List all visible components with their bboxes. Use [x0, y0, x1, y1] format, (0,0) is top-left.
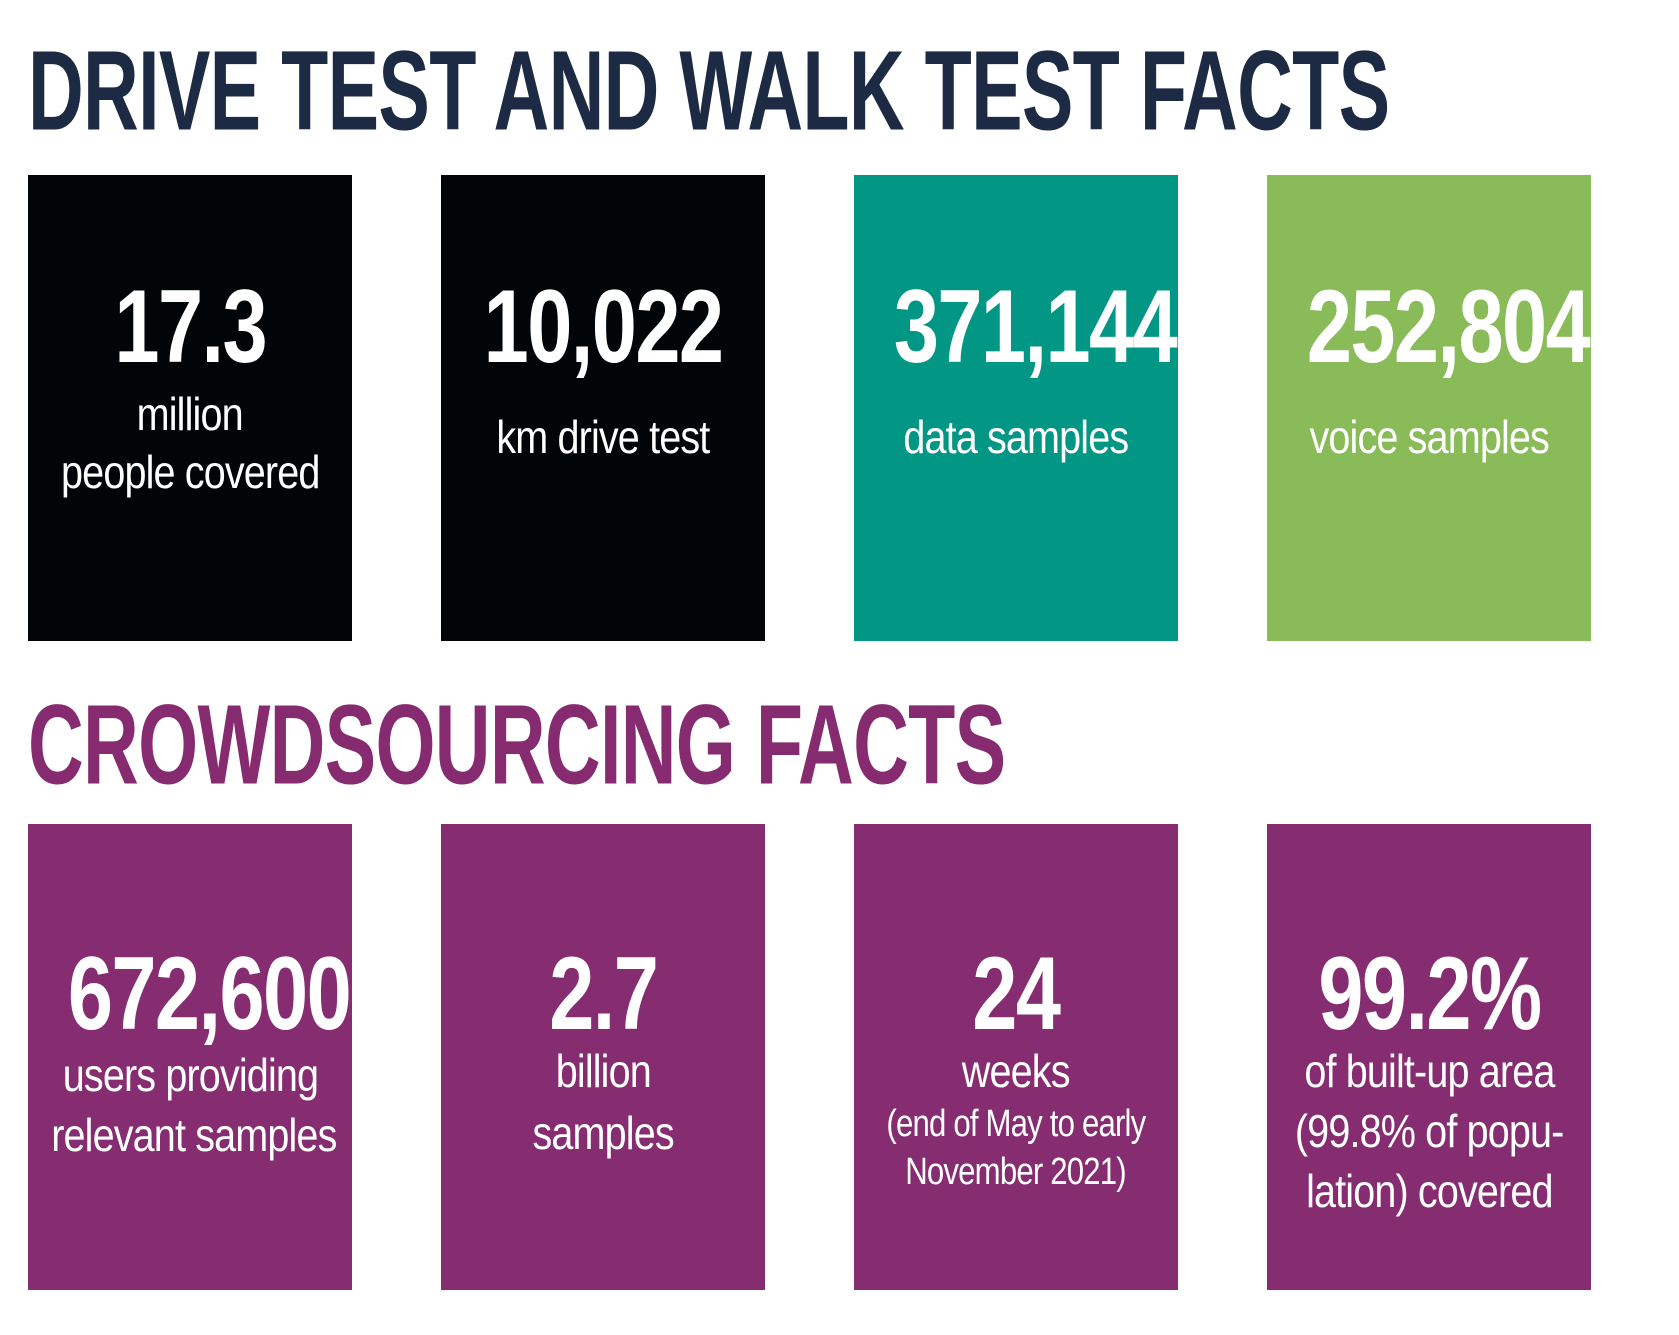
- fact-label: lation) covered: [1305, 1165, 1553, 1217]
- fact-value: 252,804: [1306, 269, 1591, 385]
- fact-value: 672,600: [67, 936, 352, 1052]
- fact-card-people-covered: 17.3 million people covered: [28, 175, 352, 641]
- fact-label: voice samples: [1309, 411, 1549, 463]
- fact-value: 17.3: [114, 269, 267, 385]
- fact-label: people covered: [60, 446, 320, 498]
- fact-value: 2.7: [548, 936, 659, 1052]
- fact-label: users providing: [62, 1049, 318, 1101]
- fact-label: billion: [555, 1045, 651, 1097]
- fact-label: data samples: [903, 411, 1130, 463]
- fact-card-voice-samples: 252,804 voice samples: [1267, 175, 1591, 641]
- crowdsourcing-heading: CROWDSOURCING FACTS: [28, 680, 1006, 808]
- fact-label: of built-up area: [1303, 1045, 1555, 1097]
- fact-label: samples: [532, 1107, 674, 1159]
- fact-card-km-drive-test: 10,022 km drive test: [441, 175, 765, 641]
- fact-card-data-samples: 371,144 data samples: [854, 175, 1178, 641]
- fact-label: weeks: [962, 1045, 1071, 1097]
- fact-label: million: [136, 388, 244, 440]
- fact-value: 99.2%: [1317, 936, 1542, 1052]
- fact-card-built-up-area: 99.2% of built-up area (99.8% of popu- l…: [1267, 824, 1591, 1290]
- fact-note: (end of May to early: [886, 1103, 1147, 1145]
- fact-value: 10,022: [483, 269, 724, 385]
- fact-value: 371,144: [893, 269, 1178, 385]
- fact-card-billion-samples: 2.7 billion samples: [441, 824, 765, 1290]
- fact-value: 24: [972, 936, 1061, 1052]
- fact-label: relevant samples: [51, 1109, 337, 1161]
- drive-walk-test-heading: DRIVE TEST AND WALK TEST FACTS: [28, 26, 1390, 154]
- fact-label: (99.8% of popu-: [1294, 1105, 1564, 1157]
- fact-card-weeks: 24 weeks (end of May to early November 2…: [854, 824, 1178, 1290]
- fact-card-users: 672,600 users providing relevant samples: [28, 824, 352, 1290]
- fact-label: km drive test: [496, 411, 710, 463]
- fact-note: November 2021): [905, 1151, 1127, 1193]
